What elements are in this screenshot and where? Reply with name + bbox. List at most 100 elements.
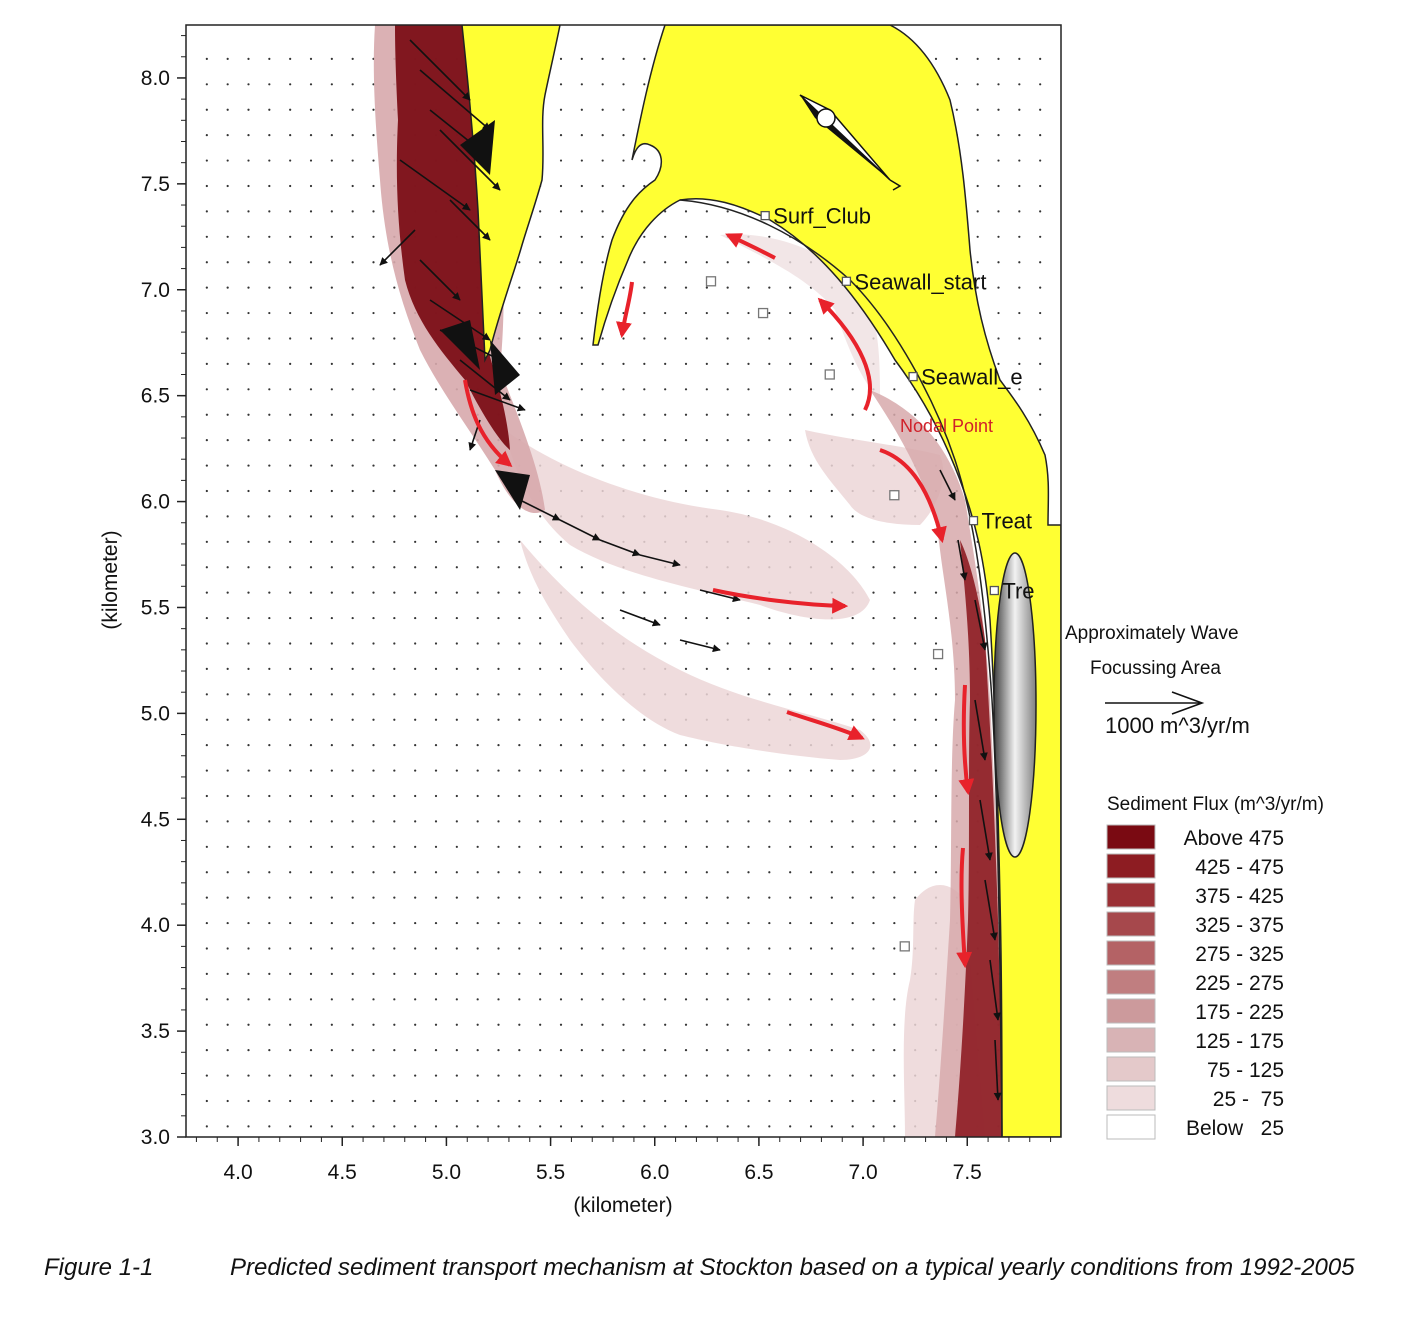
- vector-dot: [455, 845, 458, 848]
- vector-dot: [518, 388, 521, 391]
- vector-dot: [205, 83, 208, 86]
- vector-dot: [726, 1099, 729, 1103]
- vector-dot: [309, 108, 313, 111]
- vector-dot: [580, 1049, 583, 1052]
- vector-dot: [934, 540, 938, 543]
- vector-dot: [289, 693, 292, 696]
- vector-dot: [559, 1099, 563, 1103]
- vector-dot: [518, 896, 521, 899]
- vector-dot: [518, 540, 521, 543]
- vector-dot: [372, 693, 375, 696]
- vector-dot: [372, 261, 375, 264]
- legend-title: Sediment Flux (m^3/yr/m): [1107, 794, 1324, 815]
- vector-dot: [372, 566, 375, 569]
- vector-dot: [643, 311, 646, 315]
- vector-dot: [768, 820, 771, 823]
- vector-dot: [664, 921, 667, 925]
- vector-dot: [205, 413, 208, 416]
- vector-dot: [434, 744, 438, 747]
- vector-dot: [559, 134, 563, 137]
- vector-dot: [351, 1074, 354, 1077]
- vector-dot: [1039, 362, 1042, 365]
- vector-dot: [768, 311, 771, 315]
- vector-dot: [455, 515, 458, 518]
- vector-dot: [247, 794, 250, 798]
- vector-dot: [309, 210, 313, 213]
- vector-dot: [830, 667, 833, 671]
- vector-dot: [830, 1125, 833, 1128]
- vector-dot: [830, 947, 833, 950]
- vector-dot: [393, 439, 396, 442]
- vector-dot: [664, 489, 667, 493]
- vector-dot: [497, 667, 500, 671]
- vector-dot: [684, 744, 688, 747]
- vector-dot: [393, 693, 396, 696]
- vector-dot: [455, 1074, 458, 1077]
- vector-dot: [1039, 134, 1042, 137]
- scale-vector-label: 1000 m^3/yr/m: [1105, 713, 1250, 738]
- vector-dot: [372, 718, 375, 721]
- vector-dot: [497, 616, 500, 620]
- vector-dot: [809, 413, 813, 416]
- y-tick-label: 4.5: [141, 808, 170, 831]
- vector-dot: [539, 286, 542, 289]
- vector-dot: [539, 337, 542, 340]
- vector-dot: [351, 947, 354, 950]
- vector-dot: [789, 413, 792, 416]
- vector-dot: [768, 1074, 771, 1077]
- vector-dot: [622, 947, 625, 950]
- vector-dot: [726, 439, 729, 442]
- vector-dot: [351, 134, 354, 137]
- vector-dot: [851, 566, 854, 569]
- vector-dot: [580, 235, 583, 238]
- vector-dot: [414, 820, 417, 823]
- vector-dot: [809, 769, 813, 772]
- station-marker: [705, 276, 717, 287]
- vector-dot: [664, 972, 667, 976]
- vector-dot: [809, 820, 813, 823]
- vector-dot: [789, 871, 792, 874]
- vector-dot: [205, 794, 208, 798]
- vector-dot: [580, 921, 583, 925]
- vector-dot: [476, 820, 479, 823]
- vector-dot: [601, 261, 604, 264]
- vector-dot: [580, 261, 583, 264]
- vector-dot: [705, 769, 708, 772]
- vector-dot: [809, 667, 813, 671]
- vector-dot: [205, 159, 208, 162]
- vector-dot: [559, 896, 563, 899]
- vector-dot: [455, 667, 458, 671]
- vector-dot: [455, 820, 458, 823]
- vector-dot: [559, 667, 563, 671]
- vector-dot: [518, 1049, 521, 1052]
- vector-dot: [518, 362, 521, 365]
- vector-dot: [601, 464, 604, 467]
- vector-dot: [226, 413, 229, 416]
- vector-dot: [351, 489, 354, 493]
- vector-dot: [289, 83, 292, 86]
- vector-dot: [226, 337, 229, 340]
- vector-dot: [372, 1125, 375, 1128]
- vector-dot: [518, 1023, 521, 1026]
- vector-dot: [289, 896, 292, 899]
- vector-dot: [684, 820, 688, 823]
- vector-dot: [830, 1023, 833, 1026]
- vector-dot: [289, 261, 292, 264]
- vector-dot: [351, 337, 354, 340]
- vector-dot: [559, 1049, 563, 1052]
- vector-dot: [289, 413, 292, 416]
- vector-dot: [455, 718, 458, 721]
- vector-dot: [539, 972, 542, 976]
- vector-dot: [934, 616, 938, 620]
- vector-dot: [684, 871, 688, 874]
- vector-dot: [809, 311, 813, 315]
- vector-dot: [789, 311, 792, 315]
- vector-dot: [684, 439, 688, 442]
- vector-dot: [851, 794, 854, 798]
- vector-dot: [705, 1074, 708, 1077]
- vector-dot: [851, 693, 854, 696]
- legend-label: 325 - 375: [1195, 914, 1284, 937]
- vector-dot: [643, 972, 646, 976]
- vector-dot: [643, 871, 646, 874]
- vector-dot: [622, 83, 625, 86]
